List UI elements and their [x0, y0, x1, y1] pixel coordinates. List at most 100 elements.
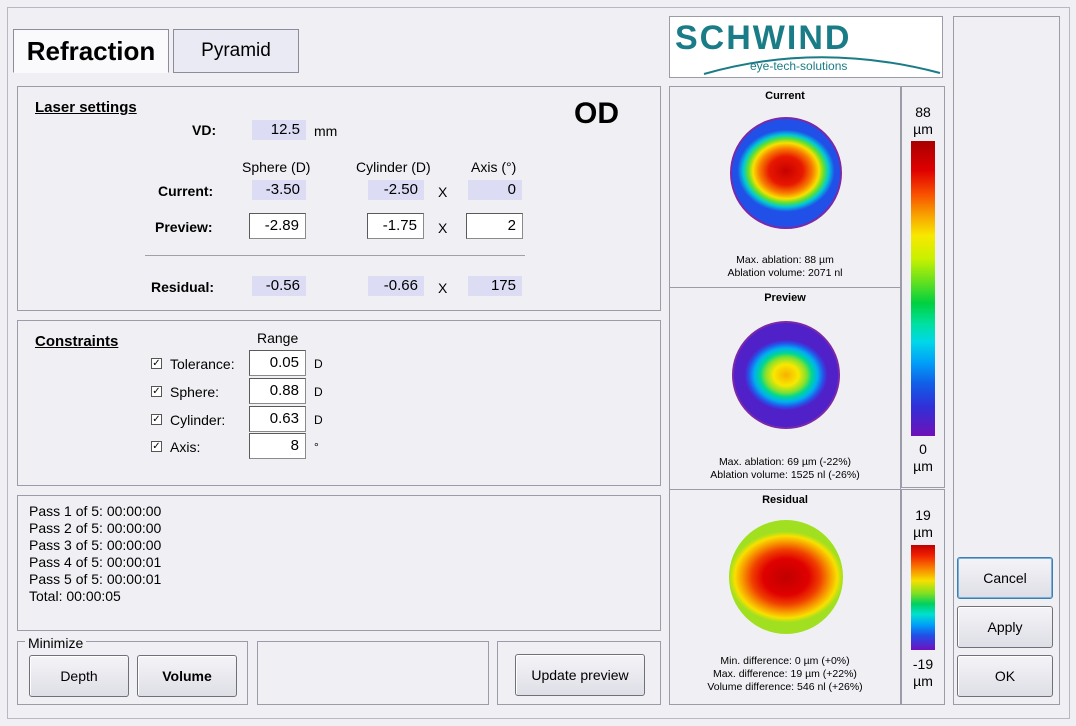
tolerance-label: Tolerance: — [170, 356, 235, 372]
scale1-bottom: 0 µm — [901, 441, 945, 475]
header-axis: Axis (°) — [471, 159, 517, 175]
preview-axis-input[interactable]: 2 — [466, 213, 523, 239]
preview-ablation-map — [732, 321, 840, 429]
scale2-top: 19 µm — [901, 507, 945, 541]
tolerance-checkbox[interactable]: ✓ — [151, 358, 162, 369]
scale1-top: 88 µm — [901, 104, 945, 138]
current-label: Current: — [158, 183, 214, 199]
vd-label: VD: — [192, 122, 217, 138]
apply-button[interactable]: Apply — [957, 606, 1053, 648]
vd-unit: mm — [314, 123, 338, 139]
logo-brand: SCHWIND — [675, 19, 852, 57]
maps-divider — [669, 287, 901, 288]
preview-x: X — [438, 220, 448, 236]
empty-group — [257, 641, 489, 705]
range-label: Range — [257, 330, 299, 346]
preview-ablation-volume: Ablation volume: 1525 nl (-26%) — [710, 469, 860, 481]
passes-list: Pass 1 of 5: 00:00:00 Pass 2 of 5: 00:00… — [29, 503, 161, 605]
pass-line: Pass 5 of 5: 00:00:01 — [29, 571, 162, 587]
scale2-min: -19 — [912, 656, 934, 672]
current-ablation-map — [730, 117, 842, 229]
current-max-ablation: Max. ablation: 88 µm — [736, 254, 834, 266]
constraints-title: Constraints — [35, 333, 119, 350]
pass-line: Pass 4 of 5: 00:00:01 — [29, 554, 162, 570]
residual-map-info: Min. difference: 0 µm (+0%) Max. differe… — [669, 655, 901, 694]
sphere-label: Sphere: — [170, 384, 220, 400]
residual-map — [729, 520, 843, 634]
divider — [145, 255, 525, 256]
constraints-panel — [17, 320, 661, 486]
scale2-gradient — [911, 545, 935, 650]
pass-line: Pass 2 of 5: 00:00:00 — [29, 520, 162, 536]
preview-sphere-input[interactable]: -2.89 — [249, 213, 306, 239]
current-x: X — [438, 184, 448, 200]
scale1-max: 88 — [915, 104, 931, 120]
update-preview-button[interactable]: Update preview — [515, 654, 645, 696]
current-axis: 0 — [468, 180, 522, 200]
minimize-label: Minimize — [25, 635, 87, 651]
cancel-button[interactable]: Cancel — [957, 557, 1053, 599]
button-column — [953, 16, 1060, 705]
current-map-title: Current — [765, 90, 805, 102]
scale2-unit: µm — [913, 524, 933, 540]
preview-map-info: Max. ablation: 69 µm (-22%) Ablation vol… — [669, 456, 901, 482]
eye-indicator: OD — [574, 97, 619, 130]
axis-label: Axis: — [170, 439, 201, 455]
depth-button[interactable]: Depth — [29, 655, 129, 697]
scale1-unit: µm — [913, 458, 933, 474]
residual-min-difference: Min. difference: 0 µm (+0%) — [720, 655, 850, 667]
preview-map-title: Preview — [764, 292, 806, 304]
residual-axis: 175 — [468, 276, 522, 296]
residual-max-difference: Max. difference: 19 µm (+22%) — [713, 668, 857, 680]
scale1-min: 0 — [919, 441, 927, 457]
current-map-info: Max. ablation: 88 µm Ablation volume: 20… — [669, 254, 901, 280]
schwind-logo: SCHWIND eye-tech-solutions — [669, 16, 943, 78]
cylinder-label: Cylinder: — [170, 412, 226, 428]
window-frame — [7, 7, 1070, 719]
header-sphere: Sphere (D) — [242, 159, 311, 175]
current-cylinder: -2.50 — [368, 180, 424, 200]
scale2-unit: µm — [913, 673, 933, 689]
tab-pyramid[interactable]: Pyramid — [173, 29, 299, 73]
scale1-gradient — [911, 141, 935, 436]
scale2-max: 19 — [915, 507, 931, 523]
header-cylinder: Cylinder (D) — [356, 159, 431, 175]
sphere-range-input[interactable]: 0.88 — [249, 378, 306, 404]
pass-line: Pass 1 of 5: 00:00:00 — [29, 503, 162, 519]
pass-line: Pass 3 of 5: 00:00:00 — [29, 537, 162, 553]
tab-refraction[interactable]: Refraction — [13, 29, 169, 73]
total-line: Total: 00:00:05 — [29, 588, 121, 604]
residual-x: X — [438, 280, 448, 296]
current-sphere: -3.50 — [252, 180, 306, 200]
logo-swoosh-icon — [703, 56, 941, 75]
residual-label: Residual: — [151, 279, 215, 295]
volume-button[interactable]: Volume — [137, 655, 237, 697]
residual-volume-difference: Volume difference: 546 nl (+26%) — [707, 681, 863, 693]
residual-map-title: Residual — [762, 494, 808, 506]
tolerance-input[interactable]: 0.05 — [249, 350, 306, 376]
preview-max-ablation: Max. ablation: 69 µm (-22%) — [718, 456, 852, 468]
sphere-unit: D — [314, 385, 323, 399]
axis-range-input[interactable]: 8 — [249, 433, 306, 459]
axis-checkbox[interactable]: ✓ — [151, 441, 162, 452]
residual-cylinder: -0.66 — [368, 276, 424, 296]
laser-settings-panel — [17, 86, 661, 311]
scale2-bottom: -19 µm — [901, 656, 945, 690]
tolerance-unit: D — [314, 357, 323, 371]
maps-divider — [669, 489, 901, 490]
cylinder-unit: D — [314, 413, 323, 427]
cylinder-checkbox[interactable]: ✓ — [151, 414, 162, 425]
logo-tagline: eye-tech-solutions — [750, 59, 848, 73]
current-ablation-volume: Ablation volume: 2071 nl — [727, 267, 843, 279]
preview-label: Preview: — [155, 219, 213, 235]
ok-button[interactable]: OK — [957, 655, 1053, 697]
axis-unit: ° — [314, 440, 319, 454]
residual-sphere: -0.56 — [252, 276, 306, 296]
cylinder-range-input[interactable]: 0.63 — [249, 406, 306, 432]
passes-panel — [17, 495, 661, 631]
vd-value: 12.5 — [252, 120, 306, 140]
preview-cylinder-input[interactable]: -1.75 — [367, 213, 424, 239]
sphere-checkbox[interactable]: ✓ — [151, 386, 162, 397]
laser-settings-title: Laser settings — [35, 99, 137, 116]
scale1-unit: µm — [913, 121, 933, 137]
